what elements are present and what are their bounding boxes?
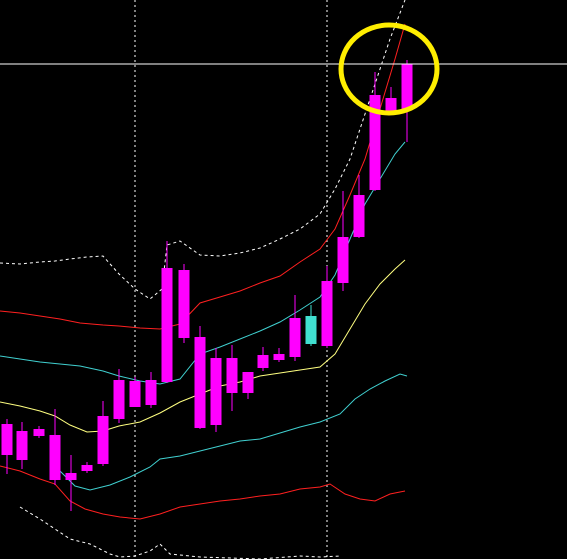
candle-body bbox=[65, 473, 77, 480]
indicator-line bbox=[19, 506, 341, 559]
candle-body bbox=[129, 381, 141, 407]
candle-body bbox=[305, 316, 317, 344]
candle-body bbox=[1, 424, 13, 455]
candle-body bbox=[161, 268, 173, 382]
indicator-line bbox=[0, 259, 406, 433]
indicator-line bbox=[0, 23, 406, 330]
candle-body bbox=[97, 416, 109, 464]
candle-body bbox=[242, 372, 254, 393]
candle-body bbox=[16, 431, 28, 460]
candle-body bbox=[81, 465, 93, 471]
candle-body bbox=[33, 429, 45, 436]
candle-body bbox=[113, 380, 125, 419]
highlight-circle bbox=[338, 22, 440, 116]
candle-body bbox=[226, 358, 238, 393]
indicator-line bbox=[0, 465, 406, 520]
candle-body bbox=[145, 380, 157, 405]
candle-body bbox=[385, 98, 397, 113]
candle-body bbox=[210, 358, 222, 425]
candle-body bbox=[257, 355, 269, 368]
candle-body bbox=[337, 237, 349, 283]
candle-body bbox=[321, 281, 333, 346]
indicator-line bbox=[0, 0, 406, 300]
candle-body bbox=[49, 435, 61, 480]
candle-body bbox=[194, 337, 206, 428]
candle-body bbox=[369, 95, 381, 190]
candle-body bbox=[289, 318, 301, 357]
candle-body bbox=[178, 270, 190, 338]
candle-body bbox=[353, 195, 365, 237]
indicator-line bbox=[59, 373, 408, 491]
candle-body bbox=[401, 64, 413, 110]
candle-body bbox=[273, 354, 285, 360]
